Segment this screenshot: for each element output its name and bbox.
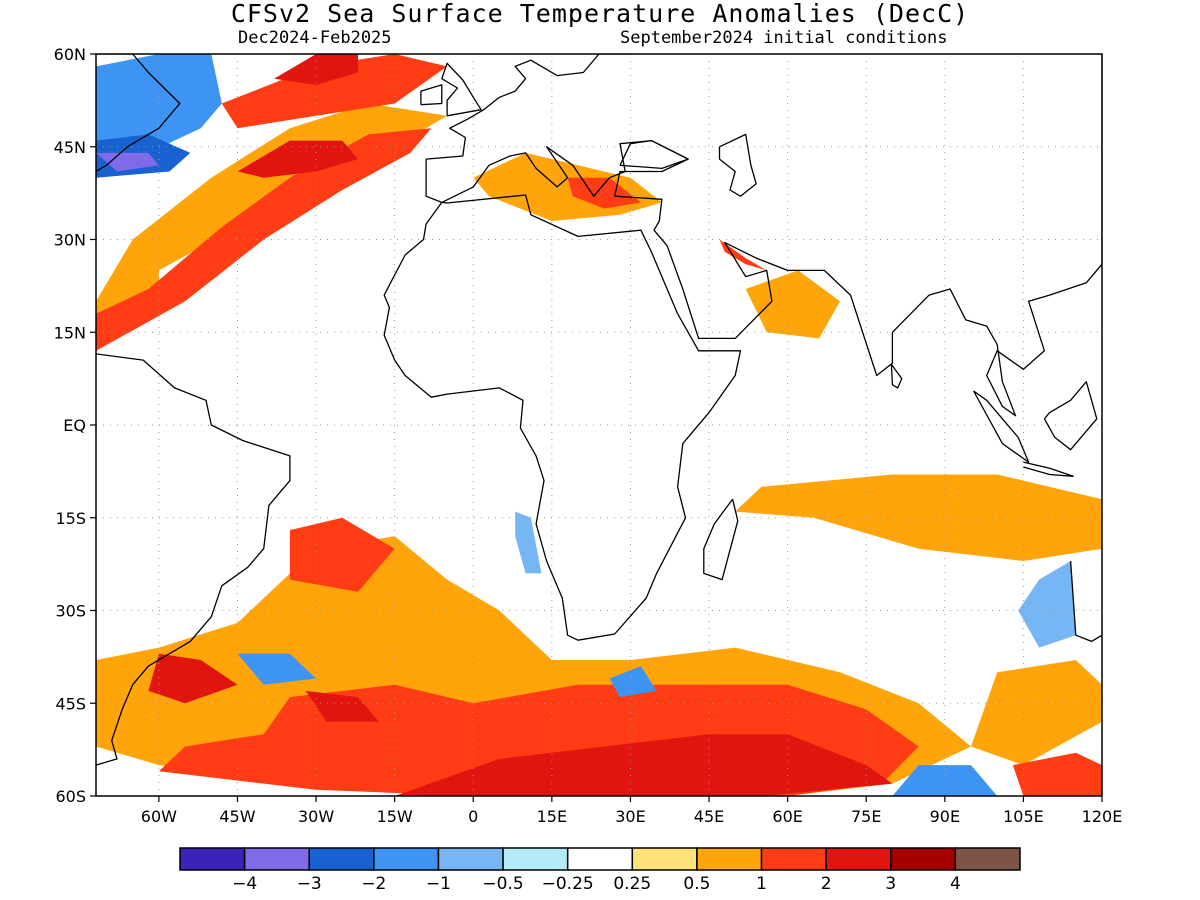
coastline-europe-north: [426, 54, 631, 160]
coastline-caspian-sea: [718, 133, 757, 197]
colorbar-label: −0.5: [482, 874, 523, 894]
lon-tick-label: 120E: [1082, 807, 1123, 826]
lon-tick-label: 75E: [851, 807, 881, 826]
anomaly-region-gulf-stream-very-cold: [96, 152, 159, 172]
colorbar-swatch: [373, 847, 440, 871]
graticule: [96, 54, 1102, 796]
coastline-africa: [383, 194, 742, 641]
colorbar-swatch: [566, 847, 634, 871]
lon-tick-label: 105E: [1003, 807, 1044, 826]
lat-tick-label: 60N: [54, 45, 86, 64]
lon-tick-label: 60W: [141, 807, 177, 826]
colorbar-label: 4: [950, 874, 961, 894]
colorbar-label: −2: [361, 874, 386, 894]
coastline-americas: [96, 54, 181, 173]
coastlines: [96, 54, 1102, 766]
lat-tick-label: 15N: [54, 323, 86, 342]
colorbar-swatch: [502, 847, 569, 871]
anomaly-region-s-indian-cool: [609, 666, 657, 698]
coastline-australia: [1069, 560, 1102, 643]
lon-tick-label: 15E: [537, 807, 567, 826]
lat-tick-label: 30S: [55, 602, 86, 621]
lon-tick-label: 60E: [772, 807, 802, 826]
anomaly-region-n-atlantic-strong: [237, 140, 358, 178]
anomaly-region-indian-warm-band: [735, 474, 1102, 561]
anomaly-region-southern-ocean-strong: [394, 734, 893, 796]
colorbar-label: 1: [756, 874, 767, 894]
anomaly-region-benguela-cool: [515, 511, 542, 574]
lon-tick-label: 45W: [219, 807, 255, 826]
colorbar-label: 0.25: [613, 874, 651, 894]
coastline-madagascar: [703, 498, 739, 581]
lon-tick-label: 90E: [930, 807, 960, 826]
colorbar-swatch: [825, 847, 892, 871]
colorbar-label: 0.5: [683, 874, 710, 894]
lat-tick-label: 15S: [55, 509, 86, 528]
coastline-sri-lanka: [890, 364, 903, 389]
anomaly-region-s-atlantic-cool: [237, 653, 317, 685]
coastline-java: [1023, 461, 1074, 477]
anomaly-region-w-australia-cool: [1018, 561, 1076, 648]
longitude-labels: 60W 45W 30W 15W 0 15E 30E 45E 60E 75E 90E 105E 120E: [141, 796, 1123, 826]
colorbar-labels: −4 −3 −2 −1 −0.5 −0.25 0.25 0.5 1 2 3 4: [232, 874, 961, 894]
anomaly-region-s-indian-east-warm: [971, 660, 1102, 766]
coastline-south-america: [96, 353, 291, 766]
anomaly-region-s-atlantic-moderate-west: [289, 517, 395, 592]
colorbar-swatch: [890, 847, 957, 871]
colorbar-label: −3: [297, 874, 322, 894]
coastline-europe: [425, 54, 1102, 417]
colorbar-swatch: [954, 847, 1021, 871]
lat-tick-label: EQ: [63, 416, 86, 435]
coastline-ireland: [420, 84, 443, 106]
lat-tick-label: 30N: [54, 231, 86, 250]
anomaly-region-s-indian-east-moderate: [1012, 752, 1102, 796]
anomaly-region-n-atlantic-moderate: [96, 128, 432, 351]
lat-tick-label: 45N: [54, 138, 86, 157]
anomaly-region-n-atlantic-moderate-north: [221, 54, 448, 129]
colorbar-swatch: [437, 847, 504, 871]
colorbar-label: −4: [232, 874, 257, 894]
anomaly-region-n-atlantic-strong-north: [274, 54, 358, 85]
colorbar-swatch: [696, 847, 763, 871]
anomaly-region-argentine-strong: [148, 653, 238, 704]
map-title: CFSv2 Sea Surface Temperature Anomalies …: [230, 0, 970, 28]
colorbar-label: −1: [426, 874, 451, 894]
coastline-sumatra: [973, 390, 1030, 463]
lat-tick-label: 60S: [55, 787, 86, 806]
colorbar-swatch: [308, 847, 375, 871]
colorbar-swatch: [243, 847, 310, 871]
colorbar-label: −0.25: [542, 874, 594, 894]
lon-tick-label: 0: [468, 807, 478, 826]
colorbar: [179, 847, 1021, 871]
coastline-borneo: [1043, 381, 1098, 451]
colorbar-swatch: [179, 847, 246, 871]
lon-tick-label: 30W: [298, 807, 334, 826]
colorbar-label: 3: [885, 874, 896, 894]
coastline-british-isles: [441, 62, 482, 117]
colorbar-swatch: [631, 847, 698, 871]
anomaly-region-southern-ocean-cold: [892, 765, 998, 796]
lon-tick-label: 30E: [615, 807, 645, 826]
lat-tick-label: 45S: [55, 694, 86, 713]
lon-tick-label: 45E: [694, 807, 724, 826]
coastline-black-sea: [619, 139, 689, 170]
forecast-period: Dec2024-Feb2025: [238, 28, 392, 48]
colorbar-label: 2: [821, 874, 832, 894]
lon-tick-label: 15W: [377, 807, 413, 826]
latitude-labels: 60N 45N 30N 15N EQ 15S 30S 45S 60S: [54, 45, 96, 806]
anomaly-region-s-atlantic-strong-mid: [305, 690, 379, 722]
colorbar-swatch: [760, 847, 827, 871]
anomaly-regions: [96, 54, 1102, 796]
initial-conditions: September2024 initial conditions: [620, 28, 948, 48]
